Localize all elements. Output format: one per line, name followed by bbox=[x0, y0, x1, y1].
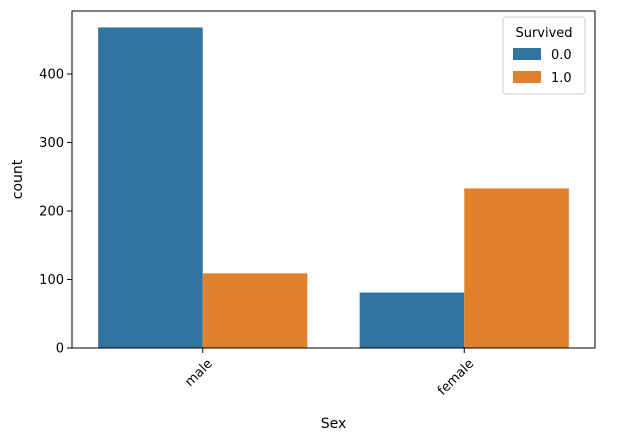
x-tick-label-male: male bbox=[182, 356, 215, 389]
plot-frame bbox=[71, 10, 596, 349]
y-axis: 0 100 200 300 400 bbox=[39, 68, 72, 357]
y-tick-label: 400 bbox=[39, 68, 64, 83]
y-tick-label: 0 bbox=[56, 342, 64, 357]
y-tick-label: 100 bbox=[39, 273, 64, 288]
legend-title: Survived bbox=[515, 26, 572, 41]
legend-swatch-0.0 bbox=[513, 48, 541, 60]
x-axis-label: Sex bbox=[321, 416, 347, 432]
x-axis: male female bbox=[182, 348, 477, 399]
legend-label-0.0: 0.0 bbox=[551, 48, 572, 63]
bar-male-0.0 bbox=[98, 27, 203, 348]
bar-female-0.0 bbox=[359, 292, 465, 348]
x-tick-label-female: female bbox=[435, 356, 477, 398]
bar-male-1.0 bbox=[202, 273, 308, 348]
y-tick-label: 300 bbox=[39, 136, 64, 151]
bar-female-1.0 bbox=[464, 188, 569, 348]
y-tick-label: 200 bbox=[39, 205, 64, 220]
legend: Survived 0.0 1.0 bbox=[502, 16, 586, 95]
legend-label-1.0: 1.0 bbox=[551, 71, 572, 86]
bars bbox=[98, 27, 569, 348]
legend-swatch-1.0 bbox=[513, 71, 541, 83]
y-axis-label: count bbox=[10, 159, 26, 199]
legend-items: 0.0 1.0 bbox=[513, 48, 572, 86]
